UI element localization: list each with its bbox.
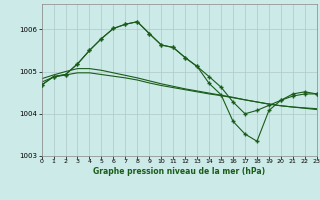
X-axis label: Graphe pression niveau de la mer (hPa): Graphe pression niveau de la mer (hPa) (93, 167, 265, 176)
